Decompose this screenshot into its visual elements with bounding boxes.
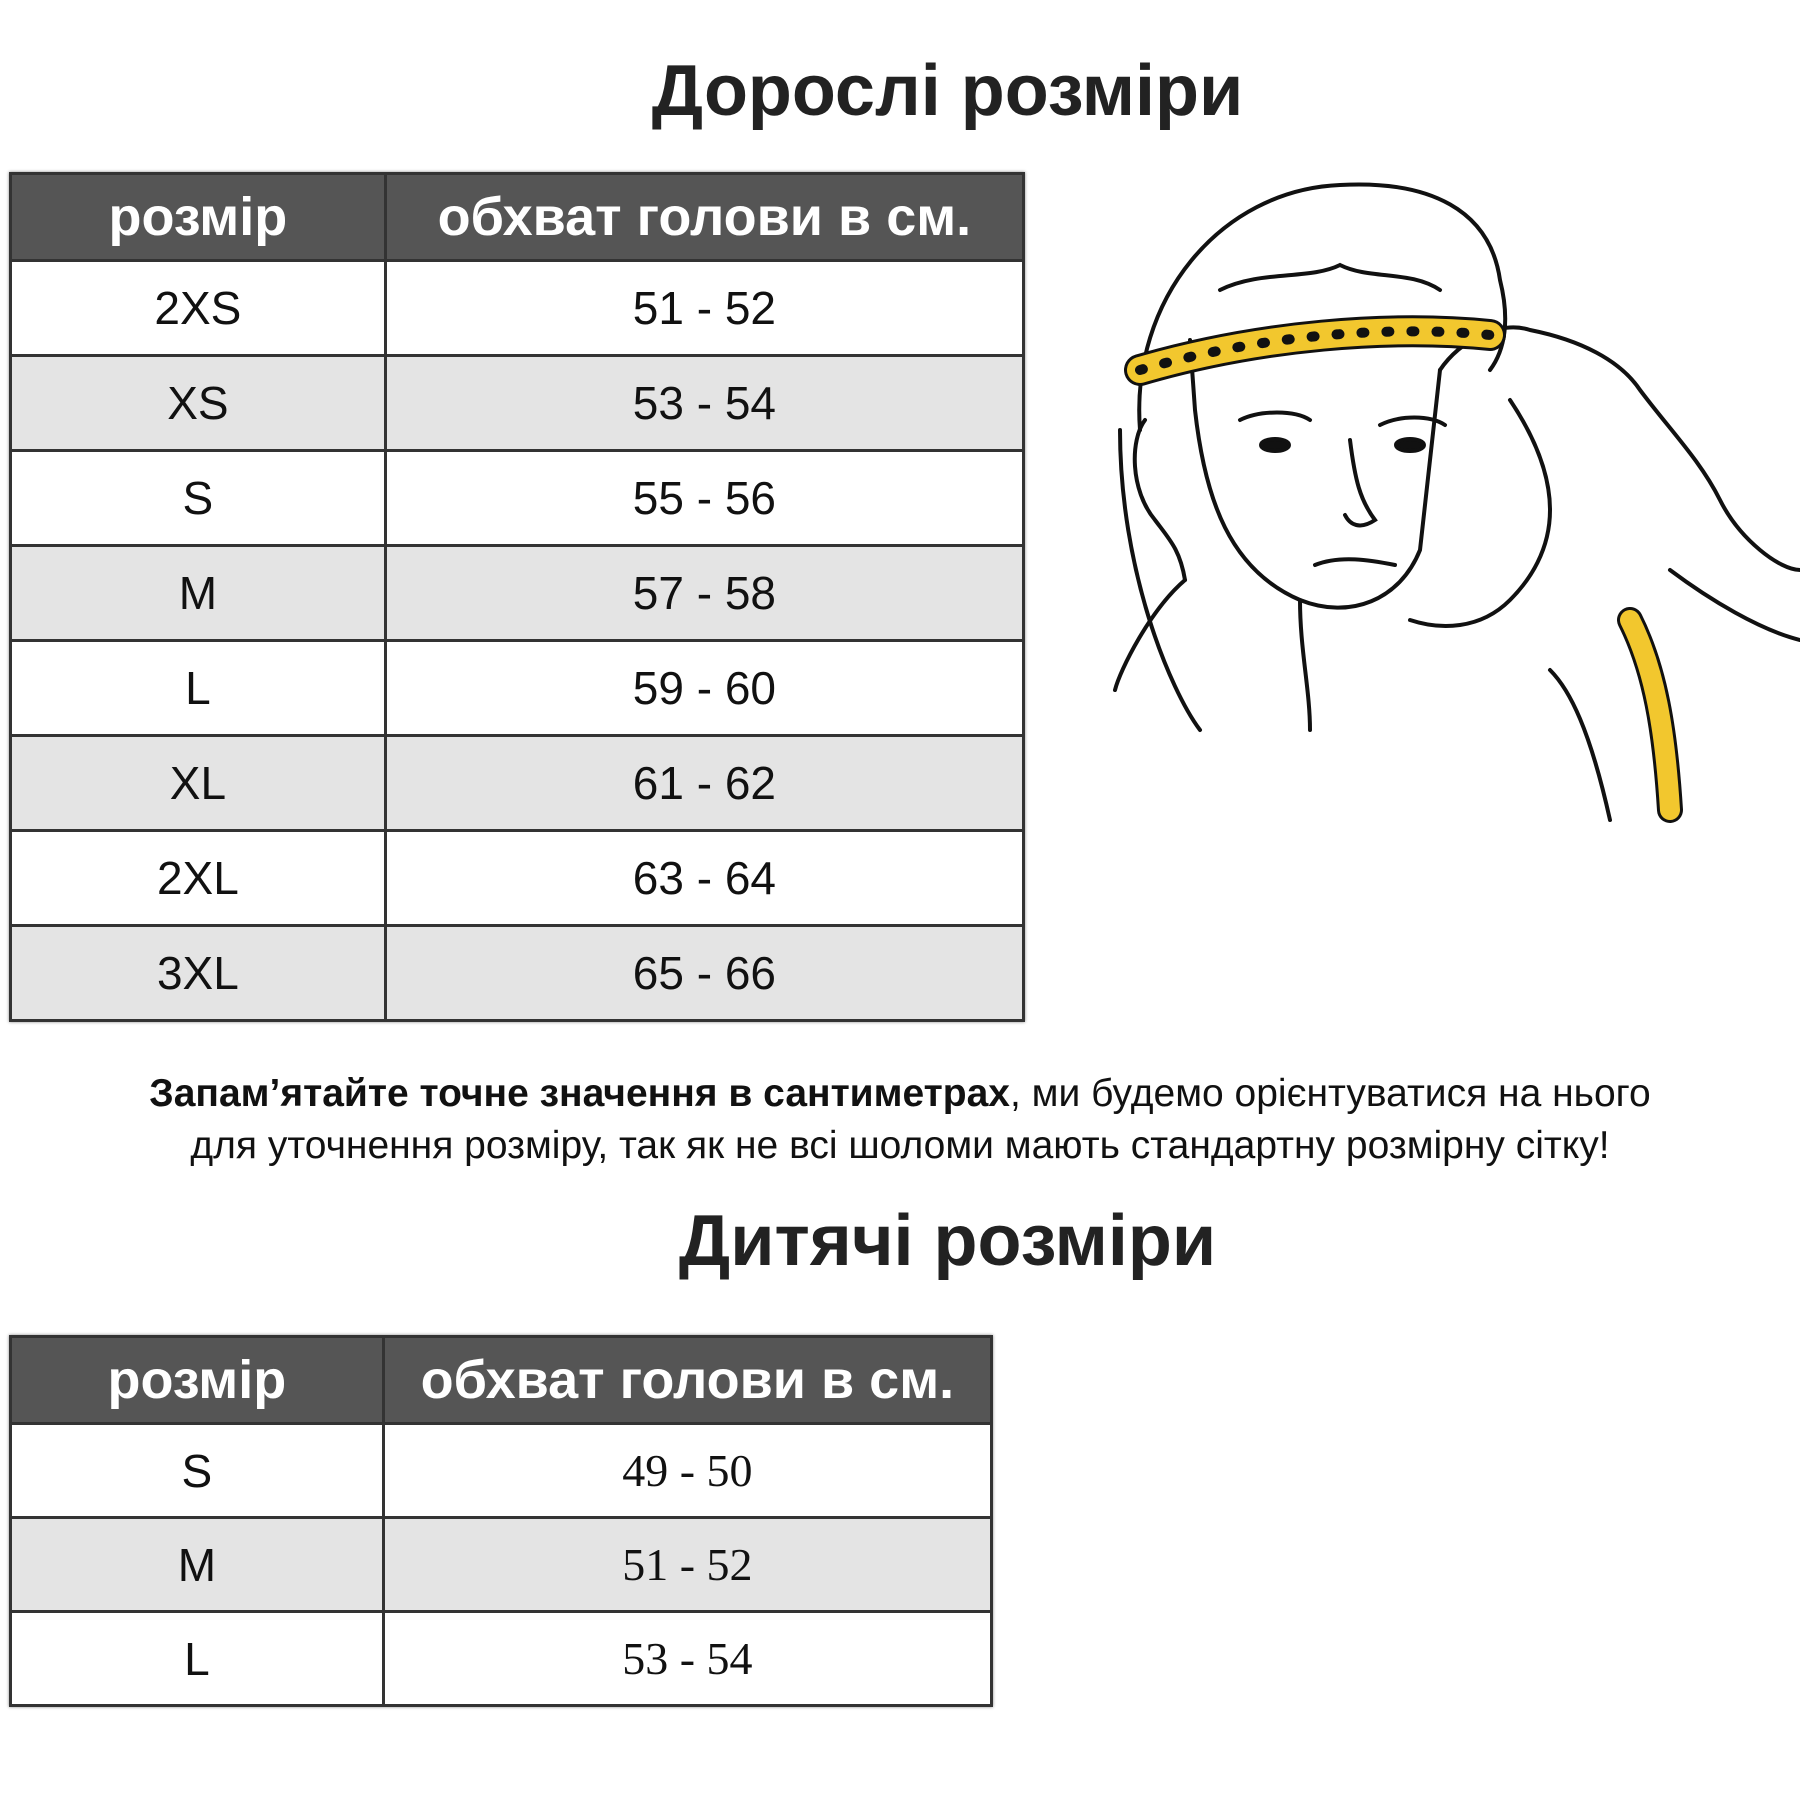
size-cell: 2XS [9,259,387,357]
table-row: L 53 - 54 [9,1610,994,1707]
head-circumference-header: обхват голови в см. [383,172,1026,262]
table-header: розмір обхват голови в см. [9,1335,994,1425]
table-row: XL 61 - 62 [9,734,1026,832]
head-measuring-tape-icon [1113,182,1800,823]
kids-size-table: розмір обхват голови в см. S 49 - 50 M 51 … [9,1335,994,1707]
kids-sizes-title: Дитячі розміри [678,1201,1217,1281]
table-row: 3XL 65 - 66 [9,924,1026,1022]
range-cell: 61 - 62 [383,734,1026,832]
note-line2: для уточнення розміру, так як не всі шол… [190,1124,1610,1167]
size-cell: L [9,1610,385,1707]
size-cell: XL [9,734,387,832]
range-cell: 53 - 54 [383,354,1026,452]
table-row: L 59 - 60 [9,639,1026,737]
head-circumference-header: обхват голови в см. [381,1335,994,1425]
range-cell: 53 - 54 [381,1610,994,1707]
size-cell: XS [9,354,387,452]
size-cell: 3XL [9,924,387,1022]
size-cell: S [9,1422,385,1519]
size-header: розмір [9,172,387,262]
adult-sizes-title: Дорослі розміри [651,51,1244,131]
range-cell: 63 - 64 [383,829,1026,927]
table-row: S 49 - 50 [9,1422,994,1519]
range-cell: 65 - 66 [383,924,1026,1022]
range-cell: 51 - 52 [383,259,1026,357]
range-cell: 59 - 60 [383,639,1026,737]
table-row: M 57 - 58 [9,544,1026,642]
size-cell: L [9,639,387,737]
note-line1-rest: , ми будемо орієнтуватися на нього [1009,1072,1651,1115]
adult-size-table: розмір обхват голови в см. 2XS 51 - 52 XS… [9,172,1026,1022]
range-cell: 57 - 58 [383,544,1026,642]
table-row: XS 53 - 54 [9,354,1026,452]
size-cell: 2XL [9,829,387,927]
size-cell: M [9,1516,385,1613]
range-cell: 49 - 50 [381,1422,994,1519]
table-header: розмір обхват голови в см. [9,172,1026,262]
range-cell: 51 - 52 [381,1516,994,1613]
size-cell: S [9,449,387,547]
note-emphasis: Запам’ятайте точне значення в сантиметра… [149,1072,1010,1115]
measurement-note: Запам’ятайте точне значення в сантиметра… [0,1068,1800,1172]
size-cell: M [9,544,387,642]
table-row: M 51 - 52 [9,1516,994,1613]
range-cell: 55 - 56 [383,449,1026,547]
table-row: 2XL 63 - 64 [9,829,1026,927]
table-row: 2XS 51 - 52 [9,259,1026,357]
size-header: розмір [9,1335,385,1425]
table-row: S 55 - 56 [9,449,1026,547]
